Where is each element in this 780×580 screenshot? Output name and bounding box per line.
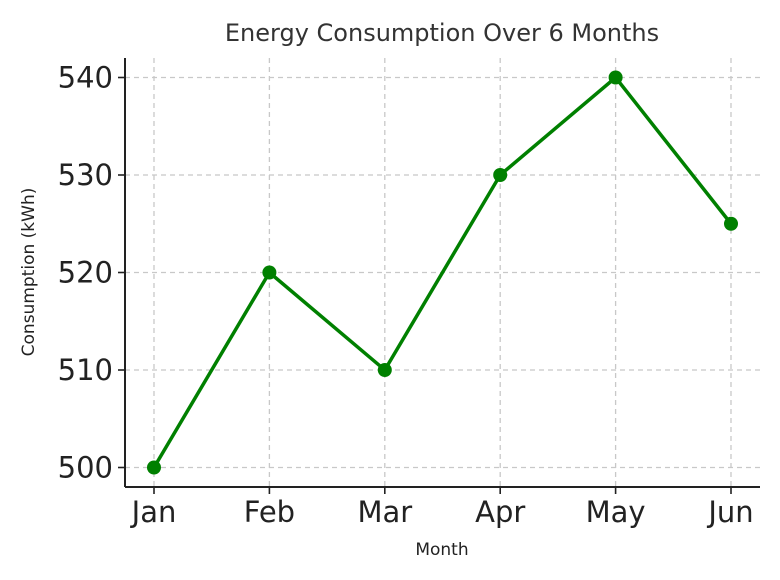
y-tick-label: 540 (58, 61, 113, 95)
x-axis-label: Month (415, 540, 468, 560)
data-point-feb (262, 265, 277, 280)
x-tick-label: Apr (475, 495, 525, 529)
y-tick-label: 530 (58, 158, 113, 192)
data-point-may (608, 70, 623, 85)
y-axis-label: Consumption (kWh) (19, 188, 39, 357)
data-point-jun (724, 216, 738, 231)
y-axis-ticks: 500 510 520 530 540 (58, 61, 125, 485)
series-group (147, 70, 738, 475)
x-tick-label: Jan (130, 495, 177, 529)
x-tick-label: Jun (706, 495, 753, 529)
x-axis-ticks: Jan Feb Mar Apr May Jun (130, 487, 754, 529)
y-tick-label: 520 (58, 256, 113, 290)
y-tick-label: 510 (58, 353, 113, 387)
x-tick-label: May (586, 495, 646, 529)
x-tick-label: Feb (244, 495, 295, 529)
data-point-mar (377, 363, 392, 377)
x-tick-label: Mar (357, 495, 412, 529)
data-point-jan (147, 460, 161, 475)
series-line-0 (152, 75, 733, 469)
chart-title: Energy Consumption Over 6 Months (225, 19, 659, 47)
y-tick-label: 500 (58, 451, 113, 485)
data-point-apr (493, 168, 508, 182)
